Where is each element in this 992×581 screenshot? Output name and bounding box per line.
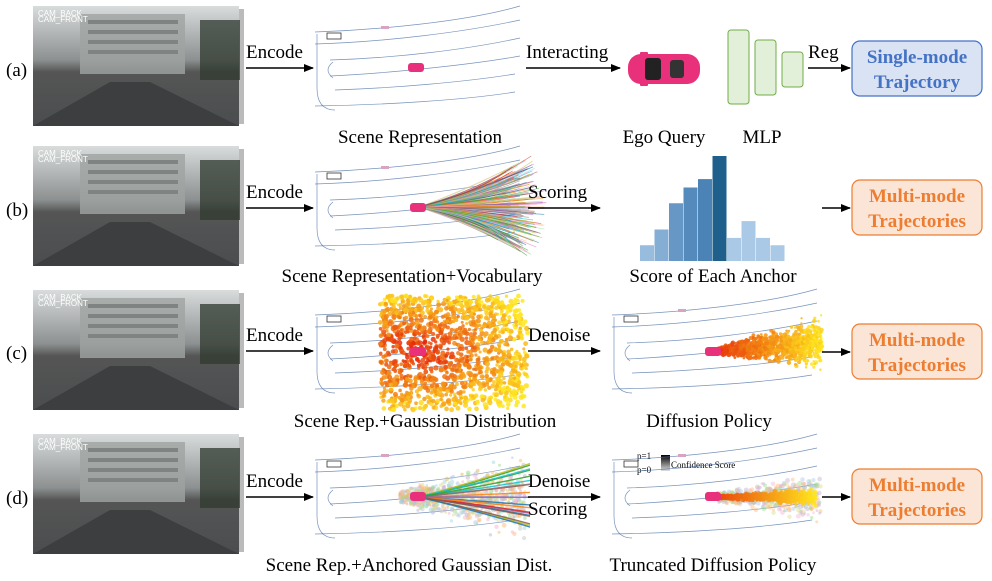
scoring-label: Scoring (528, 499, 588, 520)
policy-caption: Diffusion Policy (646, 411, 772, 432)
score-caption: Score of Each Anchor (629, 266, 797, 287)
ego-car-marker (410, 347, 426, 356)
histogram-bar (770, 245, 785, 261)
cam-label-back: CAM_BACK (38, 437, 83, 446)
scoring-label: Scoring (528, 182, 588, 203)
histogram-bar (669, 203, 683, 261)
ego-car-marker (410, 492, 426, 501)
row-d-label: (d) (6, 488, 28, 509)
encode-label: Encode (246, 182, 303, 203)
cam-label-back: CAM_BACK (38, 9, 83, 18)
camera-image: CAM_BACK CAM_FRONT (33, 146, 244, 266)
mlp-caption: MLP (742, 127, 781, 148)
ego-query-caption: Ego Query (623, 127, 706, 148)
cam-label-front: CAM_FRONT (38, 155, 88, 164)
histogram-bar (727, 237, 741, 261)
output-line2: Trajectory (874, 72, 961, 93)
cam-label-front: CAM_FRONT (38, 443, 88, 452)
truncated-diffusion-cone (713, 476, 823, 524)
output-line2: Trajectories (868, 500, 966, 521)
output-line1: Multi-mode (869, 186, 965, 207)
row-c: (c) CAM_BACK CAM_FRONT Encode Scene Rep.… (6, 288, 983, 432)
output-box-single-mode (851, 40, 983, 97)
ego-car-marker (705, 492, 721, 501)
legend-p1: p=1 (637, 451, 651, 461)
confidence-legend: p=1 p=0 Confidence Score (637, 451, 735, 475)
output-box-multi-mode (851, 468, 983, 525)
scene-caption: Scene Rep.+Anchored Gaussian Dist. (266, 555, 553, 576)
histogram-bar (654, 229, 669, 261)
output-box-multi-mode (851, 179, 983, 236)
encode-label: Encode (246, 325, 303, 346)
output-box-multi-mode (851, 323, 983, 380)
cam-label-back: CAM_BACK (38, 149, 83, 158)
legend-gradient-bar (661, 455, 670, 471)
scene-caption: Scene Rep.+Gaussian Distribution (294, 411, 557, 432)
histogram-bar (683, 187, 698, 261)
gaussian-noise-cloud (377, 293, 531, 413)
encode-label: Encode (246, 471, 303, 492)
ego-car-marker (410, 203, 426, 212)
output-line2: Trajectories (868, 211, 966, 232)
denoise-label: Denoise (528, 325, 590, 346)
mlp-block (727, 29, 804, 105)
cam-label-front: CAM_FRONT (38, 299, 88, 308)
row-a-label: (a) (6, 60, 27, 81)
encode-label: Encode (246, 42, 303, 63)
ego-car-marker (705, 347, 721, 356)
camera-image: CAM_BACK CAM_FRONT (33, 290, 244, 410)
scene-caption: Scene Representation+Vocabulary (282, 266, 543, 287)
histogram-bar (640, 245, 654, 261)
ego-car-marker (408, 63, 424, 72)
policy-caption: Truncated Diffusion Policy (610, 555, 817, 576)
legend-p0: p=0 (637, 465, 652, 475)
legend-title: Confidence Score (671, 460, 735, 470)
histogram-bar (741, 221, 756, 261)
denoise-label: Denoise (528, 471, 590, 492)
ego-query-car-icon (628, 52, 700, 86)
output-line1: Multi-mode (869, 330, 965, 351)
histogram-bar (756, 237, 770, 261)
camera-image: CAM_BACK CAM_FRONT (33, 434, 244, 554)
vocabulary-trajectories (417, 155, 547, 256)
scene-caption: Scene Representation (338, 127, 503, 148)
output-line2: Trajectories (868, 355, 966, 376)
row-c-label: (c) (6, 343, 27, 364)
interacting-label: Interacting (526, 42, 609, 63)
anchor-score-histogram (640, 156, 785, 261)
camera-image: CAM_BACK CAM_FRONT (33, 6, 244, 126)
cam-label-back: CAM_BACK (38, 293, 83, 302)
output-line1: Single-mode (867, 47, 967, 68)
reg-label: Reg (808, 42, 839, 63)
row-b-label: (b) (6, 200, 28, 221)
histogram-bar (698, 179, 712, 261)
row-a: (a) CAM_BACK CAM_FRONT Encode Scene Repr… (6, 5, 983, 148)
row-d: (d) CAM_BACK CAM_FRONT Encode Scene Rep.… (6, 433, 983, 576)
bev-scene (314, 5, 521, 111)
row-b: (b) CAM_BACK CAM_FRONT Encode Scene Repr… (6, 145, 983, 287)
cam-label-front: CAM_FRONT (38, 15, 88, 24)
output-line1: Multi-mode (869, 475, 965, 496)
bev-scene (314, 433, 521, 539)
histogram-bar (712, 156, 727, 261)
